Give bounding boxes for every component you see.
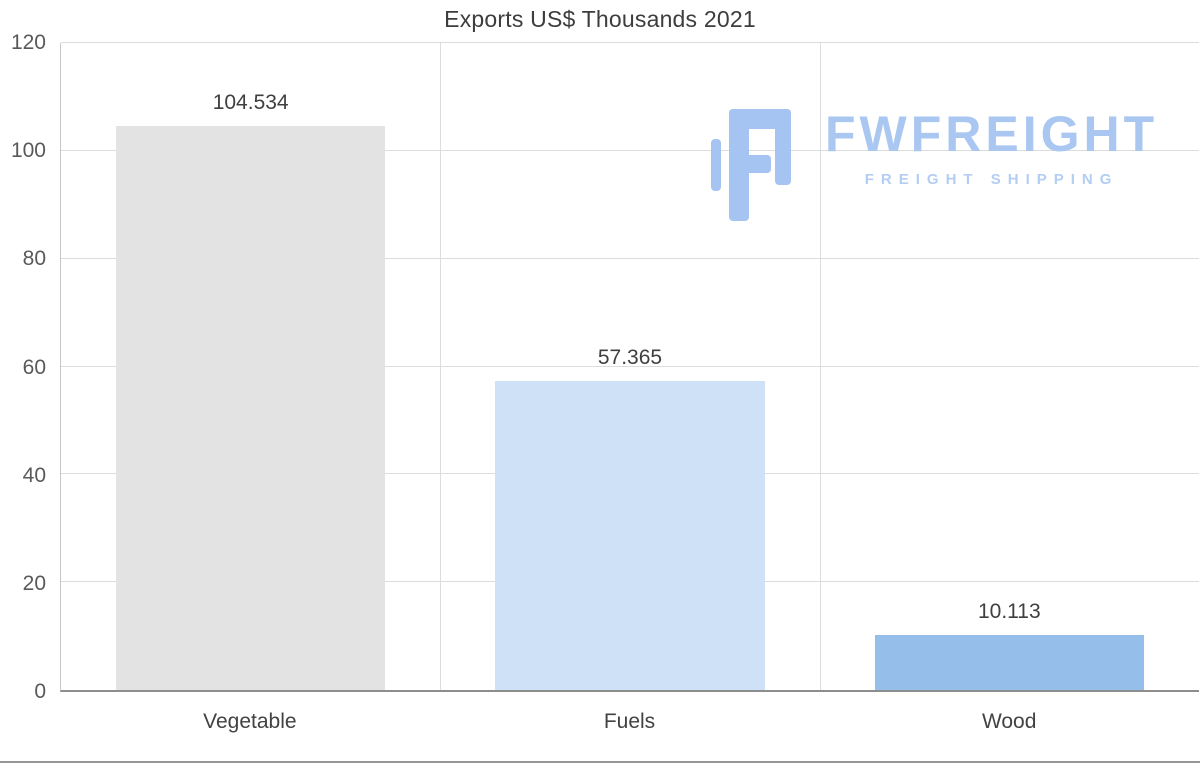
y-tick-label: 100: [10, 139, 46, 163]
bar-fuels: 57.365: [495, 346, 765, 690]
gridline-vertical: [440, 43, 442, 690]
gridline-horizontal: [61, 365, 1199, 367]
y-tick-label: 20: [22, 571, 46, 595]
y-axis: 0 20 40 60 80 100 120: [0, 31, 52, 703]
gridline-horizontal: [61, 42, 1199, 43]
bars-container: 104.534 57.365 10.113: [61, 43, 1199, 690]
bar-wood: 10.113: [874, 600, 1144, 690]
x-tick-label: Wood: [981, 710, 1037, 733]
y-tick-label: 40: [22, 463, 46, 487]
value-label: 10.113: [977, 600, 1041, 624]
y-tick-label: 120: [10, 31, 46, 54]
bar-slot: 10.113: [820, 43, 1199, 690]
gridline-horizontal: [61, 149, 1199, 151]
value-label: 104.534: [212, 91, 289, 115]
gridline-horizontal: [61, 257, 1199, 259]
bottom-divider: [0, 761, 1200, 763]
plot-area: FWFREIGHT FREIGHT SHIPPING 104.534 57.365…: [60, 42, 1199, 692]
x-tick-label: Vegetable: [203, 710, 297, 733]
bar-vegetable: 104.534: [116, 91, 386, 690]
y-tick-label: 60: [22, 355, 46, 379]
value-label: 57.365: [597, 345, 663, 369]
gridline-vertical: [819, 43, 821, 690]
y-tick-label: 0: [34, 680, 46, 703]
chart-title: Exports US$ Thousands 2021: [444, 6, 756, 32]
bar-slot: 57.365: [440, 43, 819, 690]
y-tick-label: 80: [22, 247, 46, 271]
x-axis-labels: Vegetable Fuels Wood: [60, 694, 1199, 763]
bar-slot: 104.534: [61, 43, 440, 690]
x-tick-label: Fuels: [603, 710, 656, 733]
